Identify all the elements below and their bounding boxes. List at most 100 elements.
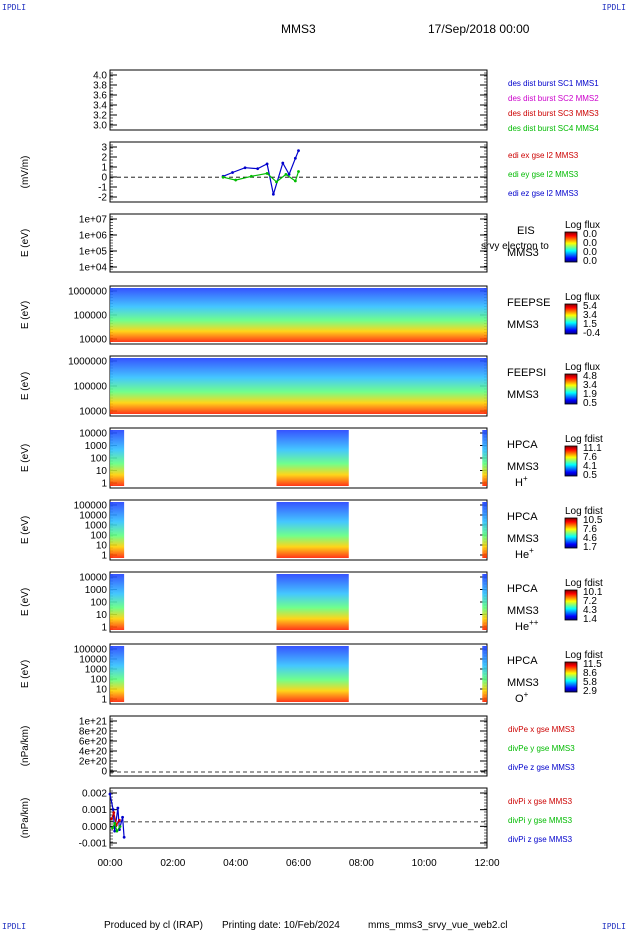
series-point-edi [265, 162, 269, 166]
panel-frame-eis [109, 213, 488, 273]
footer-filename: mms_mms3_srvy_vue_web2.cl [368, 920, 508, 931]
tick-label-divpe: 6e+20 [79, 737, 108, 748]
colorbar-title-hpca_he2: Log fdist [565, 578, 603, 589]
corner-mark-top-right: IPDLI [601, 3, 626, 12]
time-tick-label: 04:00 [223, 858, 248, 869]
spacecraft-title: MMS3 [281, 22, 316, 36]
series-point-divpi [110, 817, 113, 821]
legend-entry-des: des dist burst SC3 MMS3 [508, 109, 599, 118]
colorbar-title-hpca_he: Log fdist [565, 506, 603, 517]
tick-label-hpca_he: 1000 [85, 521, 108, 532]
colorbar-tick-hpca_o: 11.5 [583, 659, 602, 670]
tick-label-hpca_he2: 100 [90, 598, 107, 609]
date-title: 17/Sep/2018 00:00 [428, 22, 530, 36]
tick-label-des: 3.0 [93, 121, 107, 132]
series-line-edi [222, 171, 300, 183]
panel-label-eis: MMS3 [507, 247, 539, 259]
series-point-divpi [111, 826, 114, 830]
axis-label-hpca_he: E (eV) [20, 516, 31, 544]
colorbar-feepse [564, 303, 578, 335]
species-label-hpca_he: He+ [515, 546, 534, 561]
series-point-edi [256, 167, 260, 171]
tick-label-hpca_h: 1 [101, 479, 107, 490]
legend-entry-des: des dist burst SC1 MMS1 [508, 79, 599, 88]
colorbar-tick-hpca_h: 0.5 [583, 470, 597, 481]
species-charge-hpca_he: + [529, 546, 534, 555]
tick-label-hpca_o: 100 [90, 675, 107, 686]
tick-label-divpe: 8e+20 [79, 727, 108, 738]
tick-label-hpca_he: 10000 [79, 511, 107, 522]
tick-label-eis: 1e+06 [79, 231, 108, 242]
colorbar-tick-feepsi: 0.5 [583, 398, 597, 409]
colorbar-tick-hpca_he: 10.5 [583, 515, 603, 526]
colorbar-title-hpca_h: Log fdist [565, 434, 603, 445]
spectrogram-fill-hpca_o [482, 646, 487, 702]
spectrogram-fill-hpca_he [482, 502, 487, 558]
colorbar-hpca_o [564, 661, 578, 693]
tick-label-hpca_h: 100 [90, 454, 107, 465]
corner-mark-top-left: IPDLI [2, 3, 27, 12]
tick-label-hpca_o: 1 [101, 695, 107, 706]
axis-label-hpca_h: E (eV) [20, 444, 31, 472]
series-point-divpi [112, 811, 116, 814]
axis-label-feepsi: E (eV) [20, 372, 31, 400]
overlay-label-eis: srvy electron to [481, 241, 549, 252]
tick-label-edi: 1 [101, 163, 107, 174]
colorbar-tick-hpca_he2: 4.3 [583, 605, 597, 616]
spectrogram-fill-feepse [110, 288, 487, 342]
panel-frame-divpi [109, 787, 488, 849]
tick-label-hpca_he2: 10000 [79, 573, 107, 584]
series-point-edi [221, 175, 225, 179]
tick-label-hpca_h: 10000 [79, 429, 107, 440]
tick-label-des: 3.2 [93, 111, 107, 122]
species-label-hpca_o: O+ [515, 690, 529, 705]
panel-label-hpca_he: HPCA [507, 511, 538, 523]
series-point-divpi [115, 829, 119, 833]
colorbar-tick-feepse: 1.5 [583, 319, 597, 330]
colorbar-tick-hpca_he2: 1.4 [583, 614, 597, 625]
tick-label-eis: 1e+05 [79, 247, 108, 258]
legend-entry-edi: edi ey gse l2 MMS3 [508, 170, 579, 179]
colorbar-hpca_he2 [564, 589, 578, 621]
series-point-edi [284, 172, 288, 176]
series-point-divpi [113, 829, 117, 833]
series-point-edi [243, 166, 247, 170]
tick-label-edi: 2 [101, 153, 107, 164]
footer-produced: Produced by cl (IRAP) [104, 920, 203, 931]
series-point-edi [297, 149, 300, 153]
panel-label-eis: EIS [517, 225, 535, 237]
colorbar-title-hpca_o: Log fdist [565, 650, 603, 661]
colorbar-tick-feepsi: 1.9 [583, 389, 597, 400]
tick-label-divpe: 4e+20 [79, 747, 108, 758]
legend-entry-divpe: divPe x gse MMS3 [508, 725, 575, 734]
spectrogram-fill-hpca_o [110, 646, 125, 702]
series-point-edi [293, 179, 297, 183]
series-point-divpi [122, 835, 126, 839]
colorbar-tick-feepsi: 4.8 [583, 371, 597, 382]
colorbar-tick-hpca_h: 7.6 [583, 452, 597, 463]
panel-frame-divpe [109, 715, 488, 777]
tick-label-divpe: 0 [101, 767, 107, 778]
colorbar-hpca_h [564, 445, 578, 477]
series-point-divpi [108, 792, 112, 796]
tick-label-des: 3.8 [93, 81, 107, 92]
panel-label-feepse: FEEPSE [507, 297, 550, 309]
tick-label-hpca_h: 10 [96, 466, 108, 477]
series-point-edi [297, 170, 300, 173]
series-line-edi [222, 150, 300, 195]
colorbar-tick-hpca_he: 4.6 [583, 533, 597, 544]
corner-mark-bottom-left: IPDLI [2, 922, 27, 931]
tick-label-hpca_he2: 10 [96, 610, 108, 621]
tick-label-hpca_he2: 1 [101, 623, 107, 634]
tick-label-divpi: 0.002 [82, 789, 107, 800]
colorbar-title-eis: Log flux [565, 220, 600, 231]
series-line-divpi [111, 810, 120, 827]
species-charge-hpca_o: + [524, 690, 529, 699]
tick-label-divpi: 0.000 [82, 822, 107, 833]
colorbar-tick-hpca_he: 1.7 [583, 542, 597, 553]
spectrogram-fill-feepsi [110, 358, 487, 414]
panel-label-hpca_h: HPCA [507, 439, 538, 451]
corner-mark-bottom-right: IPDLI [601, 922, 626, 931]
tick-label-hpca_he: 1 [101, 551, 107, 562]
